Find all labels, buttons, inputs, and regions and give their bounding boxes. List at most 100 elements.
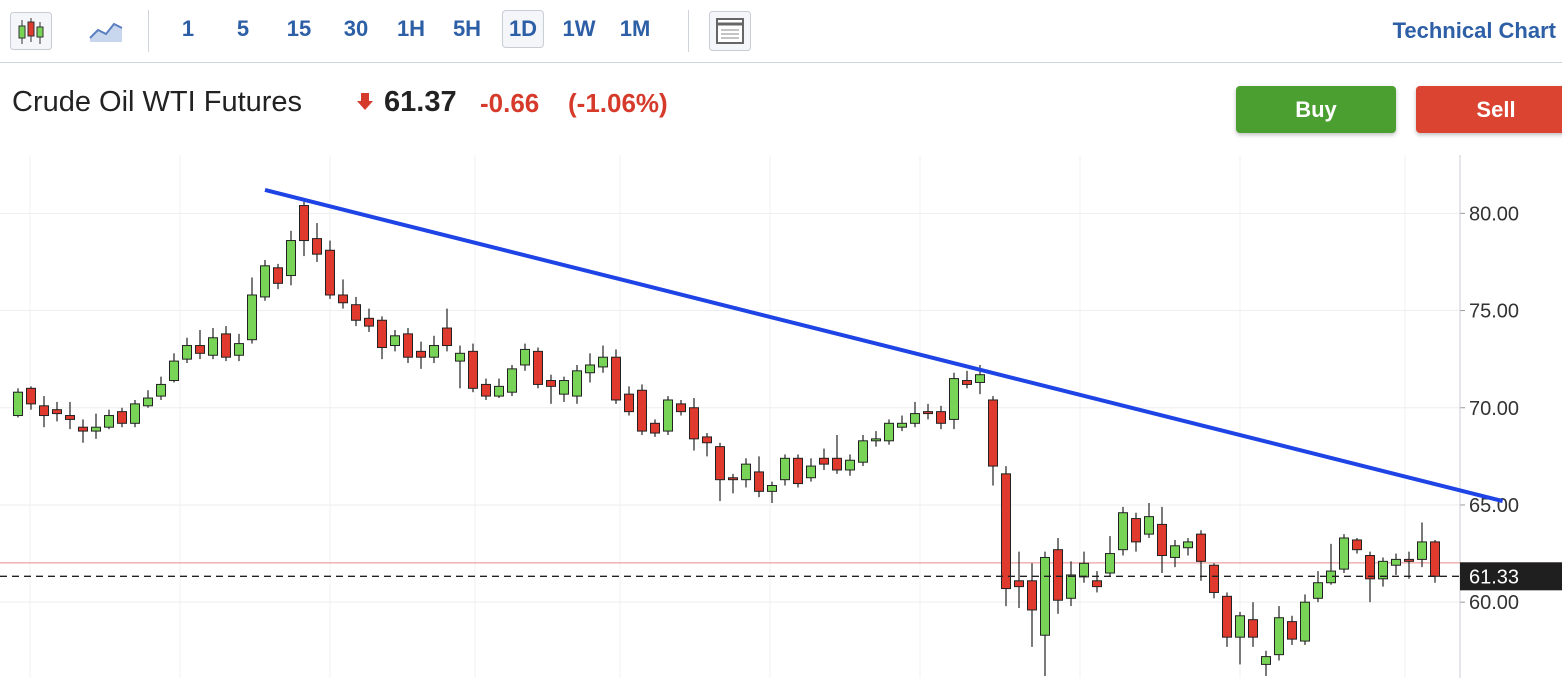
candle-body xyxy=(1066,574,1076,599)
interval-button[interactable]: 15 xyxy=(286,16,312,41)
candle-body xyxy=(65,415,75,420)
candle-body xyxy=(1378,560,1388,580)
candle-body xyxy=(1027,580,1037,611)
candle-body xyxy=(234,343,244,356)
y-tick-label: 65.00 xyxy=(1469,495,1519,517)
candle-body xyxy=(1092,580,1102,588)
candle-body xyxy=(546,380,556,387)
candle-body xyxy=(507,368,517,393)
candle-body xyxy=(1417,541,1427,560)
candle-body xyxy=(572,370,582,397)
candle-body xyxy=(1040,556,1050,636)
candle-body xyxy=(104,415,114,428)
y-tick-label: 80.00 xyxy=(1469,203,1519,225)
candle-body xyxy=(403,333,413,358)
last-price-box xyxy=(1460,562,1562,591)
candle-body xyxy=(741,463,751,481)
candle-icon[interactable] xyxy=(10,12,52,50)
candle-body xyxy=(624,393,634,413)
candle-body xyxy=(169,360,179,382)
candle-body xyxy=(91,426,101,432)
candle-body xyxy=(1261,656,1271,665)
candle-body xyxy=(312,238,322,255)
candle-body xyxy=(793,457,803,485)
interval-button[interactable]: 30 xyxy=(343,16,369,41)
candle-body xyxy=(468,350,478,389)
candle-body xyxy=(676,403,686,413)
candle-body xyxy=(78,426,88,432)
candle-body xyxy=(728,477,738,481)
interval-button[interactable]: 1M xyxy=(619,16,651,41)
candle-body xyxy=(1339,537,1349,570)
candle-body xyxy=(806,465,816,479)
candle-body xyxy=(533,350,543,385)
change: -0.66 xyxy=(480,88,540,118)
candle-body xyxy=(819,457,829,465)
interval-button[interactable]: 1D xyxy=(501,10,545,48)
line-icon[interactable] xyxy=(88,16,124,44)
candle-body xyxy=(1326,570,1336,584)
candle-body xyxy=(585,364,595,374)
candle-body xyxy=(221,333,231,358)
candle-body xyxy=(481,383,491,397)
candle-body xyxy=(1209,564,1219,593)
sell-button[interactable]: Sell xyxy=(1416,86,1562,133)
y-tick-label: 70.00 xyxy=(1469,398,1519,420)
interval-button[interactable]: 1H xyxy=(396,16,426,41)
candle-body xyxy=(871,438,881,442)
candle-body xyxy=(962,380,972,385)
candle-body xyxy=(1144,516,1154,535)
candle-body xyxy=(845,459,855,471)
candle-body xyxy=(1053,549,1063,601)
candle-body xyxy=(13,391,23,417)
buy-button[interactable]: Buy xyxy=(1236,86,1396,133)
y-tick-label: 60.00 xyxy=(1469,592,1519,614)
interval-button[interactable]: 5 xyxy=(236,16,250,41)
candle-body xyxy=(1404,558,1414,562)
candle-body xyxy=(364,317,374,327)
candle-body xyxy=(1079,562,1089,578)
candle-body xyxy=(1300,601,1310,642)
candle-body xyxy=(1131,518,1141,543)
trendline xyxy=(264,188,1504,504)
candle-body xyxy=(611,356,621,401)
candle-body xyxy=(1222,595,1232,638)
candle-body xyxy=(442,327,452,347)
technical-chart-link[interactable]: Technical Chart xyxy=(1392,18,1556,43)
candle-body xyxy=(1105,553,1115,574)
candle-body xyxy=(143,397,153,407)
candle-body xyxy=(195,345,205,354)
candle-body xyxy=(988,399,998,467)
candle-body xyxy=(1001,473,1011,590)
candle-body xyxy=(949,378,959,420)
candle-body xyxy=(767,485,777,492)
interval-button[interactable]: 1W xyxy=(562,16,596,41)
candle-body xyxy=(1118,512,1128,551)
candle-body xyxy=(650,422,660,434)
candle-body xyxy=(598,356,608,368)
candle-body xyxy=(1352,539,1362,551)
candle-body xyxy=(936,411,946,424)
candle-body xyxy=(1391,558,1401,566)
candle-body xyxy=(923,411,933,415)
separator xyxy=(688,10,689,52)
candle-body xyxy=(1183,541,1193,549)
layout-icon[interactable] xyxy=(709,11,751,51)
candle-body xyxy=(1274,617,1284,656)
candle-body xyxy=(1430,541,1440,577)
instrument-title: Crude Oil WTI Futures xyxy=(12,86,303,118)
interval-button[interactable]: 1 xyxy=(181,16,195,41)
interval-button[interactable]: 5H xyxy=(452,16,482,41)
candle-body xyxy=(897,422,907,428)
candle-body xyxy=(884,422,894,442)
candle-body xyxy=(39,405,49,417)
candle-body xyxy=(377,319,387,348)
candle-body xyxy=(832,457,842,471)
candle-body xyxy=(858,440,868,463)
last-price-label: 61.33 xyxy=(1469,566,1519,588)
candle-body xyxy=(780,457,790,481)
candle-body xyxy=(26,387,36,405)
candle-body xyxy=(1157,523,1167,557)
candle-body xyxy=(663,399,673,432)
